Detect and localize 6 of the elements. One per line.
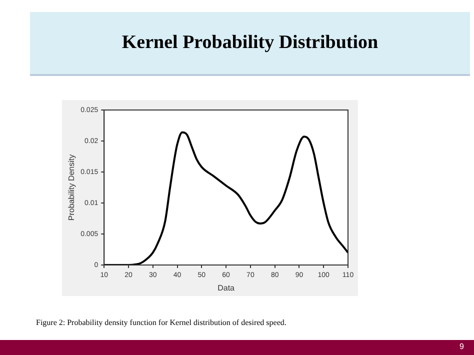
line-series [104, 131, 348, 265]
text: 9 [460, 342, 464, 351]
caption: Figure 2: Probability density function for Kernel distribution of desired speed. [36, 318, 286, 327]
x-axis-title: Data [218, 283, 236, 292]
chart-title: Kernel Probability Distribution [30, 12, 470, 76]
y-axis-title: Probability Density [67, 154, 76, 221]
